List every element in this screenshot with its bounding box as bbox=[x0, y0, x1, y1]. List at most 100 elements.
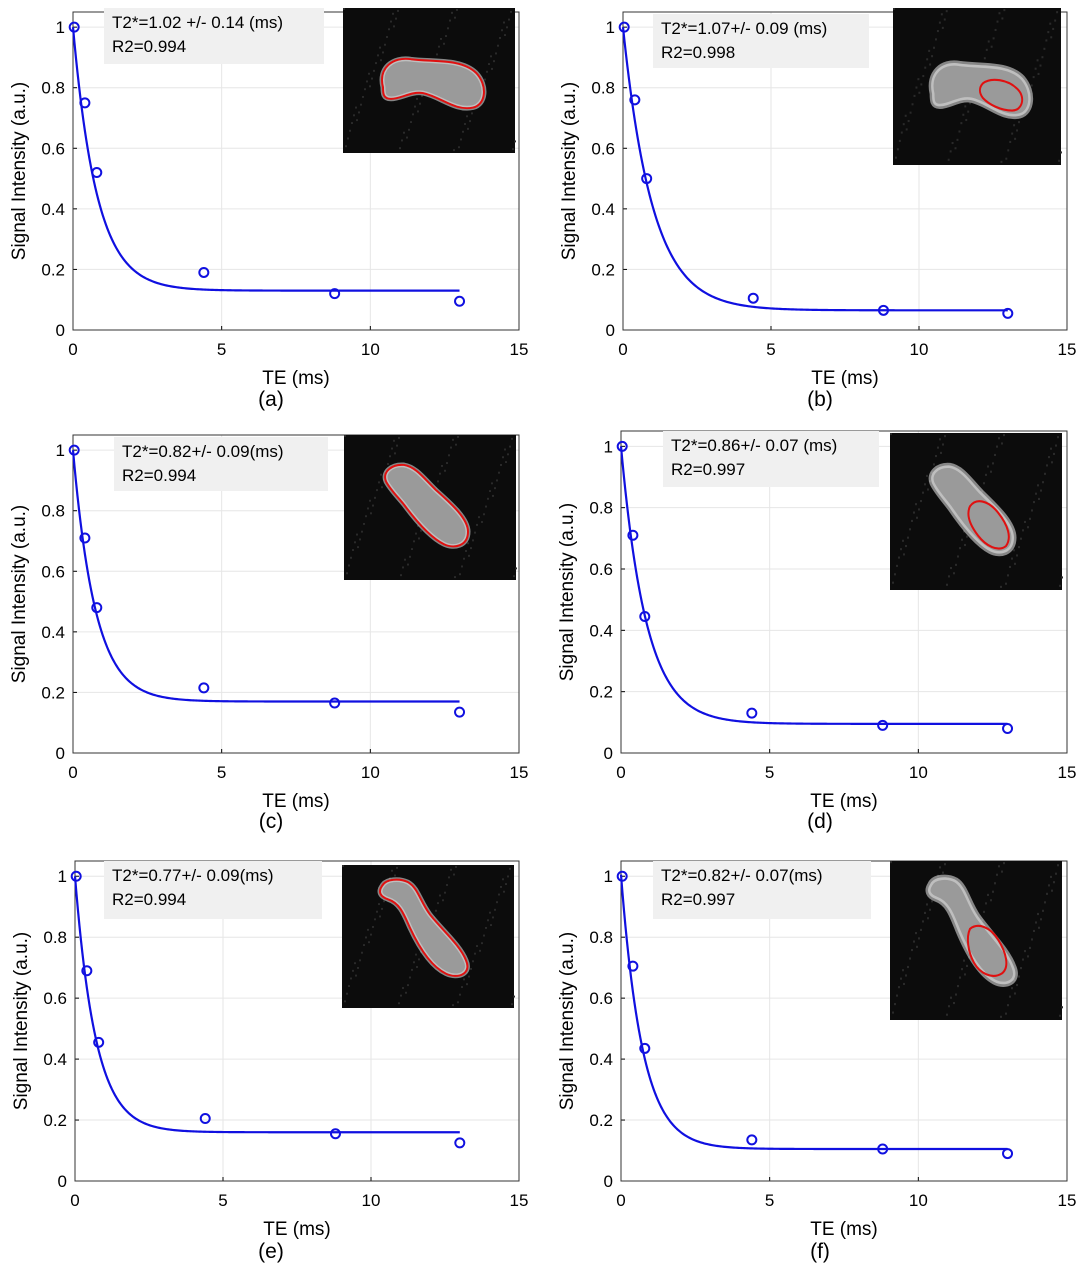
data-point bbox=[93, 1036, 105, 1048]
noise-speckle bbox=[503, 21, 505, 24]
fit-curve bbox=[71, 27, 460, 292]
data-point bbox=[454, 295, 466, 307]
fit-curve bbox=[619, 446, 1008, 725]
noise-speckle bbox=[350, 977, 352, 980]
noise-speckle bbox=[348, 985, 350, 988]
noise-speckle bbox=[409, 976, 411, 979]
noise-speckle bbox=[983, 910, 985, 913]
data-point bbox=[747, 292, 759, 304]
noise-speckle bbox=[959, 976, 961, 979]
y-tick-label: 0.6 bbox=[41, 562, 65, 581]
noise-speckle bbox=[945, 10, 948, 13]
data-point bbox=[199, 1113, 211, 1125]
noise-speckle bbox=[342, 865, 344, 867]
noise-speckle bbox=[471, 112, 473, 115]
noise-speckle bbox=[913, 511, 915, 514]
y-tick-label: 1 bbox=[606, 18, 615, 37]
noise-speckle bbox=[898, 556, 900, 559]
panel-caption: (c) bbox=[259, 810, 284, 833]
noise-speckle bbox=[958, 130, 961, 133]
noise-speckle bbox=[357, 546, 359, 549]
noise-speckle bbox=[453, 873, 455, 876]
noise-speckle bbox=[996, 20, 999, 23]
noise-speckle bbox=[1007, 149, 1010, 152]
noise-speckle bbox=[990, 470, 992, 473]
x-tick-label: 5 bbox=[217, 763, 226, 782]
noise-speckle bbox=[1047, 31, 1050, 34]
noise-speckle bbox=[1007, 1004, 1009, 1007]
noise-speckle bbox=[1016, 983, 1018, 987]
y-axis-label: Signal Intensity (a.u.) bbox=[11, 932, 32, 1110]
noise-speckle bbox=[946, 1013, 948, 1016]
noise-speckle bbox=[1027, 526, 1029, 529]
y-tick-label: 0.6 bbox=[591, 139, 615, 158]
data-point bbox=[329, 288, 341, 300]
noise-speckle bbox=[966, 964, 968, 967]
noise-speckle bbox=[924, 911, 926, 914]
noise-speckle bbox=[469, 120, 471, 123]
noise-speckle bbox=[1035, 921, 1037, 924]
mri-inset-image bbox=[893, 8, 1062, 165]
noise-speckle bbox=[1000, 1015, 1002, 1018]
noise-speckle bbox=[470, 547, 472, 550]
annotation-r2: R2=0.998 bbox=[661, 43, 735, 62]
noise-speckle bbox=[983, 57, 986, 60]
noise-speckle bbox=[926, 903, 928, 906]
noise-speckle bbox=[415, 532, 417, 535]
chart-panel: 0 5 10 15 0 0.2 0.4 0.6 0.8 1 TE (ms) Signal Intens… bbox=[557, 430, 1076, 833]
fit-curve bbox=[621, 27, 1008, 312]
annotation-t2star: T2*=0.82+/- 0.09(ms) bbox=[122, 442, 284, 461]
noise-speckle bbox=[935, 38, 937, 41]
noise-speckle bbox=[938, 21, 941, 24]
noise-speckle bbox=[437, 902, 439, 905]
noise-speckle bbox=[937, 446, 939, 449]
panel-caption: (b) bbox=[807, 388, 833, 411]
tissue-highlight bbox=[925, 874, 1018, 987]
noise-speckle bbox=[417, 110, 419, 113]
noise-speckle bbox=[414, 105, 416, 108]
chart-panel: 0 5 10 15 0 0.2 0.4 0.6 0.8 1 TE (ms) Signal Intens… bbox=[559, 8, 1076, 411]
noise-speckle bbox=[1060, 151, 1062, 154]
noise-speckle bbox=[505, 461, 507, 464]
tissue-sample bbox=[382, 58, 484, 109]
noise-speckle bbox=[907, 965, 909, 969]
tissue-sample bbox=[928, 877, 1016, 985]
noise-speckle bbox=[489, 490, 491, 493]
noise-speckle bbox=[1042, 481, 1044, 484]
noise-speckle bbox=[458, 146, 460, 149]
noise-speckle bbox=[512, 148, 514, 151]
noise-speckle bbox=[502, 456, 504, 459]
noise-speckle bbox=[494, 487, 496, 490]
noise-speckle bbox=[924, 66, 927, 69]
noise-speckle bbox=[1000, 585, 1002, 588]
noise-speckle bbox=[446, 884, 448, 886]
noise-speckle bbox=[1030, 84, 1033, 87]
y-tick-label: 0.4 bbox=[41, 623, 65, 642]
data-point bbox=[877, 1143, 889, 1155]
noise-speckle bbox=[484, 78, 486, 81]
annotation-r2: R2=0.994 bbox=[122, 466, 196, 485]
x-tick-label: 0 bbox=[616, 763, 625, 782]
noise-speckle bbox=[408, 128, 410, 131]
noise-speckle bbox=[407, 563, 409, 566]
noise-speckle bbox=[409, 555, 411, 558]
noise-speckle bbox=[392, 12, 394, 15]
y-tick-label: 0.2 bbox=[591, 260, 615, 279]
x-axis-label: TE (ms) bbox=[262, 791, 330, 812]
noise-speckle bbox=[1050, 447, 1052, 450]
data-point bbox=[70, 870, 82, 882]
noise-speckle bbox=[1048, 456, 1050, 459]
noise-speckle bbox=[350, 556, 352, 559]
noise-speckle bbox=[444, 891, 446, 894]
noise-speckle bbox=[963, 530, 965, 533]
tissue-highlight bbox=[928, 462, 1017, 557]
y-tick-label: 0 bbox=[56, 321, 65, 340]
noise-speckle bbox=[374, 496, 376, 499]
noise-speckle bbox=[1001, 442, 1003, 445]
noise-speckle bbox=[491, 482, 493, 485]
noise-speckle bbox=[494, 908, 496, 911]
noise-speckle bbox=[894, 573, 896, 576]
noise-speckle bbox=[405, 991, 407, 994]
annotation-r2: R2=0.994 bbox=[112, 890, 186, 909]
noise-speckle bbox=[483, 934, 485, 937]
